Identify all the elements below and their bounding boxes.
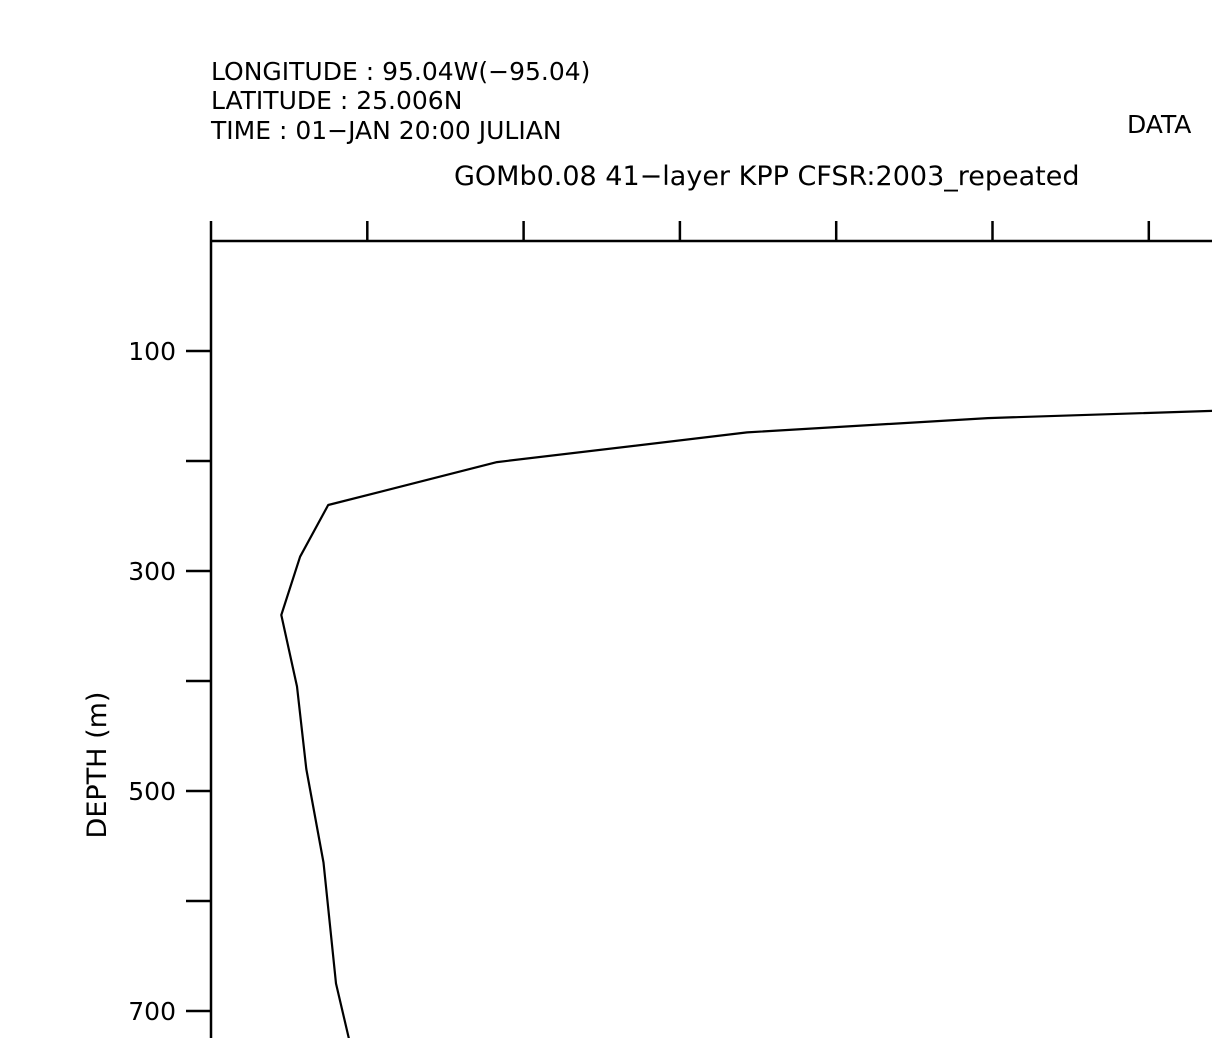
depth-profile-line: [280, 409, 1212, 1038]
y-tick-label: 300: [128, 557, 176, 586]
longitude-label: LONGITUDE : 95.04W(−95.04): [211, 57, 590, 86]
y-tick-label: 100: [128, 337, 176, 366]
chart-title: GOMb0.08 41−layer KPP CFSR:2003_repeated: [454, 161, 1080, 192]
y-tick-label: 700: [128, 997, 176, 1026]
latitude-label: LATITUDE : 25.006N: [211, 86, 462, 115]
y-tick-label: 500: [128, 777, 176, 806]
y-axis-label: DEPTH (m): [82, 692, 113, 839]
time-label: TIME : 01−JAN 20:00 JULIAN: [210, 116, 562, 145]
data-label: DATA: [1127, 110, 1191, 139]
